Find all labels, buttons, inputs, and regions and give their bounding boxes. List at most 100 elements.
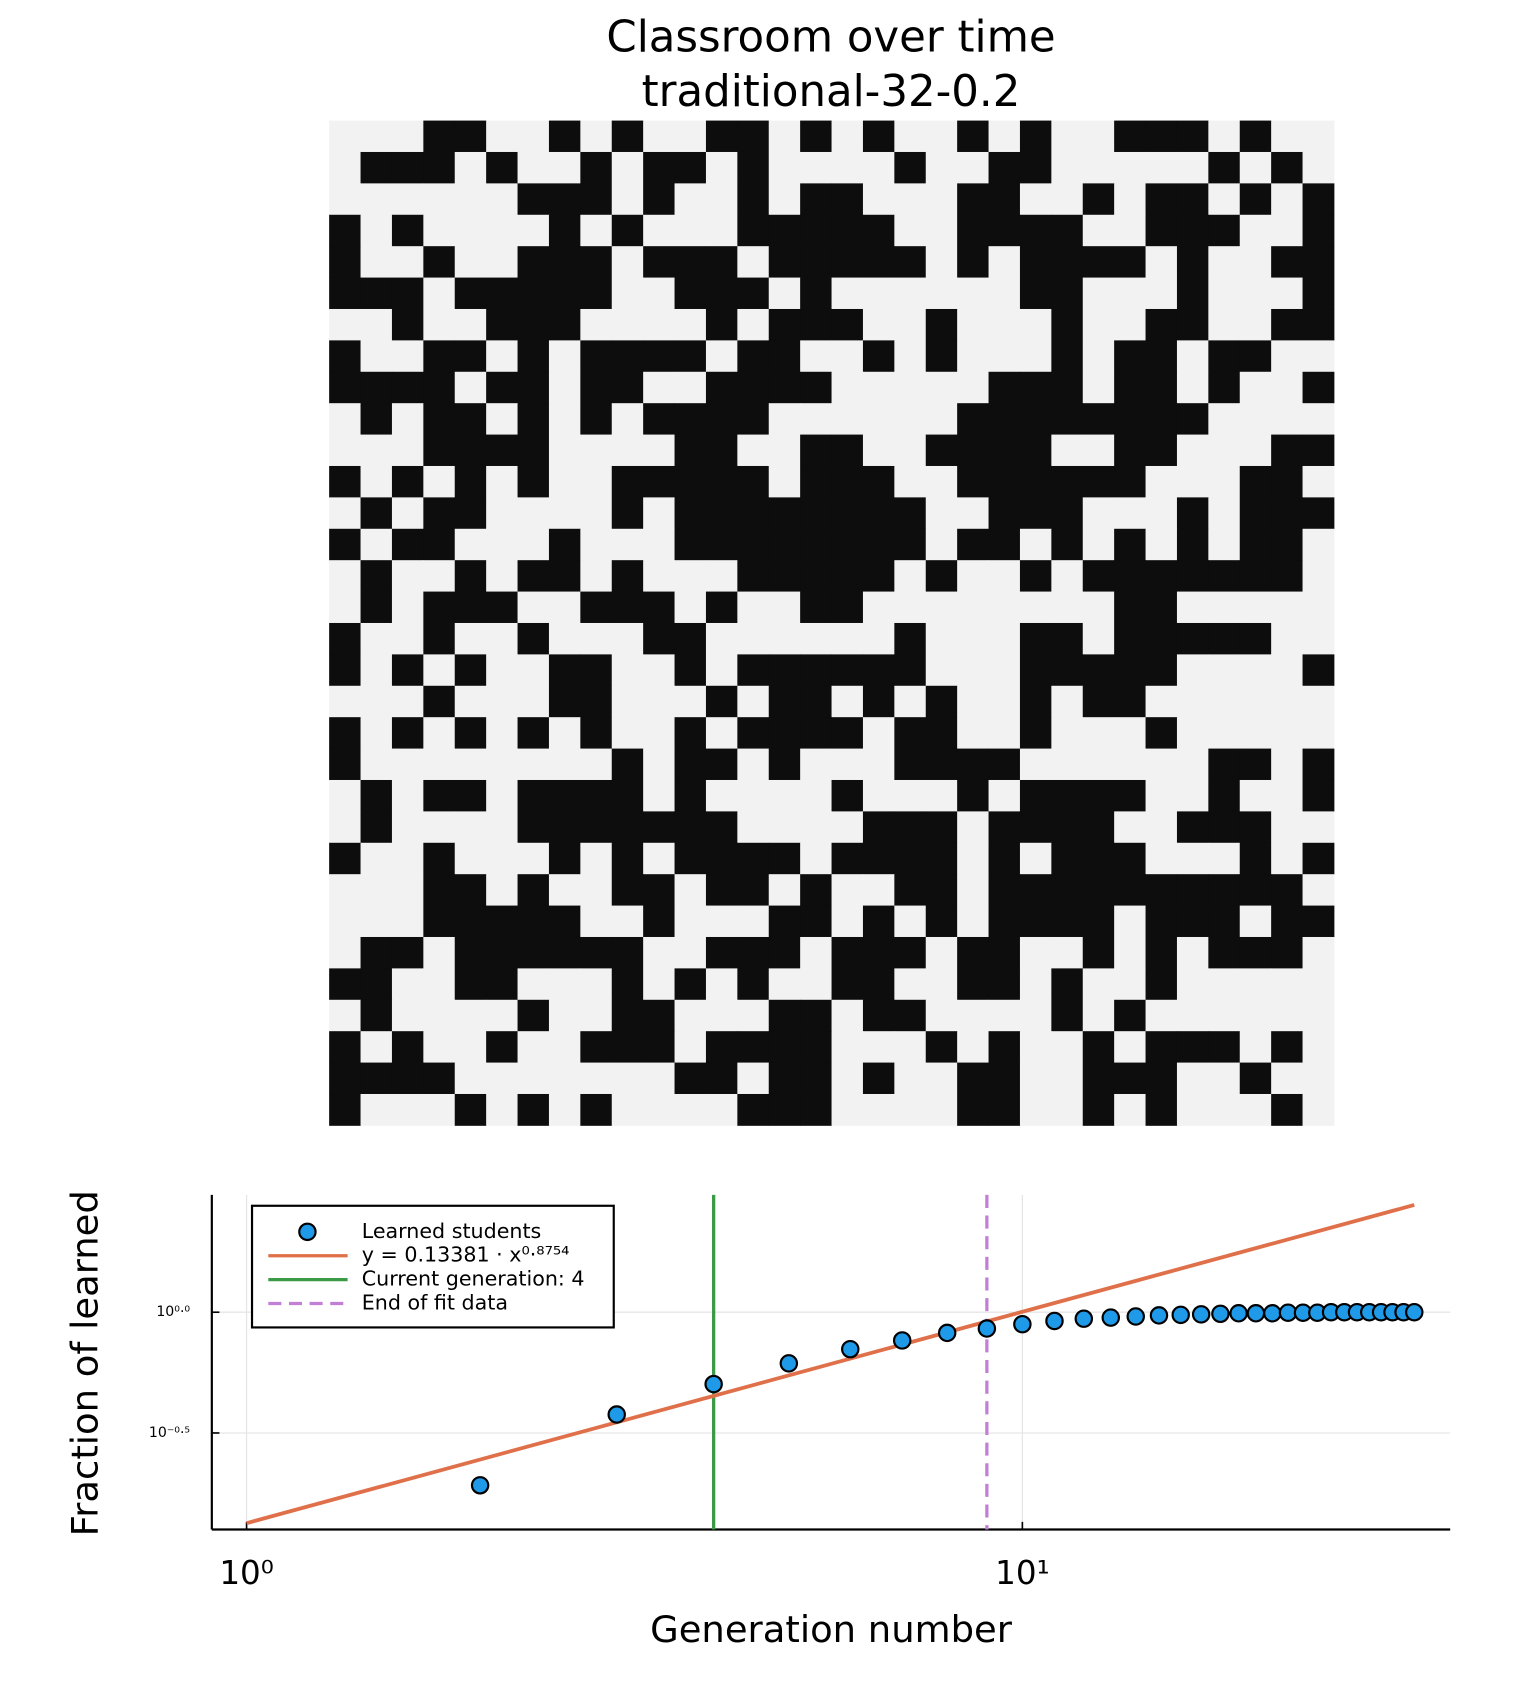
heatmap-cell: [1114, 591, 1146, 624]
heatmap-cell: [800, 905, 832, 938]
heatmap-cell: [768, 434, 801, 467]
heatmap-cell: [1271, 779, 1303, 812]
heatmap-cell: [957, 748, 989, 781]
heatmap-cell: [486, 591, 518, 624]
heatmap-cell: [423, 1062, 456, 1095]
heatmap-cell: [768, 183, 801, 216]
heatmap-cell: [925, 1031, 958, 1064]
heatmap-cell: [862, 842, 895, 875]
heatmap-cell: [1271, 874, 1303, 907]
heatmap-cell: [1239, 560, 1272, 593]
heatmap-cell: [988, 968, 1021, 1001]
heatmap-cell: [800, 622, 832, 655]
heatmap-cell: [1271, 308, 1303, 341]
heatmap-cell: [391, 403, 424, 436]
heatmap-cell: [1271, 277, 1303, 310]
heatmap-cell: [360, 183, 393, 216]
heatmap-cell: [674, 340, 707, 373]
heatmap-cell: [423, 528, 456, 561]
heatmap-cell: [1208, 497, 1241, 530]
heatmap-cell: [580, 340, 613, 373]
heatmap-cell: [643, 403, 675, 436]
heatmap-cell: [643, 371, 675, 404]
heatmap-cell: [486, 434, 518, 467]
heatmap-cell: [548, 1093, 581, 1126]
heatmap-cell: [1051, 434, 1084, 467]
y-tick-label: 10⁻⁰·⁵: [149, 1425, 190, 1441]
heatmap-cell: [423, 151, 456, 184]
heatmap-cell: [1051, 277, 1084, 310]
heatmap-cell: [988, 151, 1021, 184]
data-point: [841, 1339, 860, 1359]
heatmap-cell: [423, 779, 456, 812]
heatmap-cell: [705, 1093, 738, 1126]
heatmap-cell: [957, 214, 989, 247]
heatmap-cell: [894, 717, 927, 750]
heatmap-cell: [643, 1062, 675, 1095]
heatmap-cell: [862, 497, 895, 530]
heatmap-cell: [1302, 151, 1335, 184]
heatmap-cell: [580, 214, 613, 247]
heatmap-cell: [486, 905, 518, 938]
heatmap-cell: [737, 1031, 770, 1064]
heatmap-cell: [391, 120, 424, 153]
heatmap-cell: [1019, 528, 1052, 561]
heatmap-cell: [800, 434, 832, 467]
heatmap-cell: [454, 465, 487, 498]
heatmap-cell: [894, 403, 927, 436]
heatmap-cell: [925, 1062, 958, 1095]
heatmap-cell: [391, 591, 424, 624]
heatmap-cell: [1271, 968, 1303, 1001]
heatmap-cell: [1082, 936, 1115, 969]
heatmap-cell: [674, 936, 707, 969]
heatmap-cell: [1302, 560, 1335, 593]
heatmap-cell: [329, 120, 361, 153]
heatmap-cell: [674, 183, 707, 216]
heatmap-cell: [1114, 905, 1146, 938]
heatmap-cell: [454, 434, 487, 467]
heatmap-cell: [360, 1062, 393, 1095]
heatmap-cell: [957, 560, 989, 593]
heatmap-cell: [1082, 277, 1115, 310]
heatmap-cell: [580, 968, 613, 1001]
heatmap-cell: [548, 308, 581, 341]
heatmap-cell: [768, 1062, 801, 1095]
heatmap-cell: [423, 277, 456, 310]
x-tick-label: 10¹: [995, 1554, 1050, 1592]
heatmap-cell: [1082, 842, 1115, 875]
heatmap-cell: [1051, 968, 1084, 1001]
heatmap-cell: [1208, 403, 1241, 436]
heatmap-cell: [423, 999, 456, 1032]
heatmap-cell: [1082, 183, 1115, 216]
heatmap-cell: [862, 246, 895, 279]
heatmap-cell: [862, 591, 895, 624]
heatmap-cell: [1145, 654, 1178, 687]
heatmap-cell: [611, 308, 644, 341]
heatmap-cell: [580, 936, 613, 969]
heatmap-cell: [329, 842, 361, 875]
heatmap-cell: [1051, 560, 1084, 593]
heatmap-cell: [988, 842, 1021, 875]
heatmap-cell: [894, 497, 927, 530]
heatmap-cell: [925, 277, 958, 310]
heatmap-cell: [894, 905, 927, 938]
heatmap-cell: [1208, 685, 1241, 718]
heatmap-cell: [768, 246, 801, 279]
heatmap-cell: [643, 905, 675, 938]
heatmap-cell: [674, 120, 707, 153]
heatmap-cell: [800, 936, 832, 969]
heatmap-cell: [925, 748, 958, 781]
heatmap-cell: [1208, 968, 1241, 1001]
heatmap-cell: [329, 497, 361, 530]
heatmap-cell: [831, 1093, 864, 1126]
heatmap-cell: [517, 465, 550, 498]
heatmap-cell: [391, 654, 424, 687]
heatmap-cell: [768, 748, 801, 781]
heatmap-cell: [894, 842, 927, 875]
heatmap-cell: [423, 497, 456, 530]
heatmap-cell: [1208, 622, 1241, 655]
heatmap-cell: [580, 874, 613, 907]
heatmap-cell: [705, 811, 738, 844]
heatmap-cell: [705, 308, 738, 341]
heatmap-cell: [1145, 497, 1178, 530]
